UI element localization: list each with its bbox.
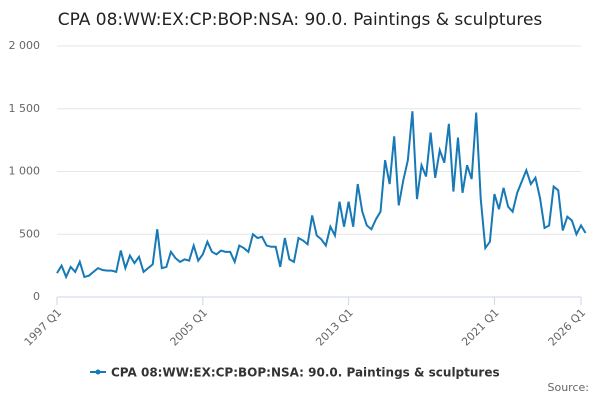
x-tick-label: 2026 Q1 xyxy=(546,306,589,349)
y-tick-label: 1 500 xyxy=(9,102,41,115)
x-tick-label: 2021 Q1 xyxy=(459,306,502,349)
x-tick-label: 2005 Q1 xyxy=(168,306,211,349)
series-line xyxy=(56,111,587,280)
y-tick-label: 2 000 xyxy=(9,39,41,52)
y-tick-label: 500 xyxy=(19,227,40,240)
y-tick-label: 1 000 xyxy=(9,165,41,178)
x-tick-label: 2013 Q1 xyxy=(313,306,356,349)
chart-title: CPA 08:WW:EX:CP:BOP:NSA: 90.0. Paintings… xyxy=(58,10,543,30)
y-tick-label: 0 xyxy=(33,290,40,303)
x-tick-label: 1997 Q1 xyxy=(22,306,65,349)
legend-label: CPA 08:WW:EX:CP:BOP:NSA: 90.0. Paintings… xyxy=(111,366,500,380)
source: Source: xyxy=(548,381,590,394)
legend-marker xyxy=(95,369,101,375)
